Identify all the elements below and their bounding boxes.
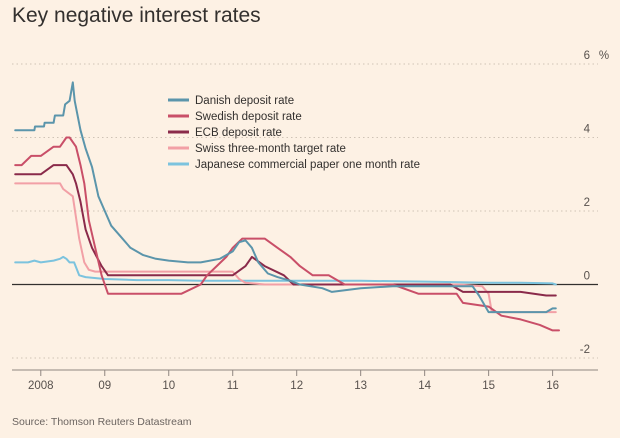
series-line-swedish	[14, 136, 560, 332]
x-tick-label: 2008	[28, 380, 54, 392]
legend-label-swiss: Swiss three-month target rate	[195, 143, 346, 155]
series-layer	[14, 81, 560, 332]
legend: Danish deposit rate Swedish deposit rate E…	[168, 95, 420, 171]
grid-layer	[12, 63, 598, 359]
source-note: Source: Thomson Reuters Datastream	[12, 416, 192, 428]
x-tick-label: 11	[227, 380, 239, 392]
legend-label-ecb: ECB deposit rate	[195, 127, 282, 139]
x-tick-label: 12	[290, 380, 303, 392]
legend-label-japanese: Japanese commercial paper one month rate	[195, 159, 420, 171]
y-tick-label: 6	[584, 50, 590, 62]
x-tick-label: 10	[162, 380, 175, 392]
x-tick-label: 16	[546, 380, 559, 392]
x-tick-label: 13	[354, 380, 367, 392]
y-tick-label: 4	[584, 124, 591, 136]
y-tick-label: 2	[584, 197, 590, 209]
x-tick-labels: 2008 09 10 11 12 13 14 15 16	[12, 369, 598, 392]
series-line-ecb	[14, 164, 557, 297]
x-tick-label: 14	[418, 380, 431, 392]
series-line-danish	[14, 81, 557, 314]
y-tick-labels: -2 0 2 4 6%	[580, 50, 609, 356]
series-line-japanese	[14, 255, 557, 286]
legend-label-danish: Danish deposit rate	[195, 95, 294, 107]
y-tick-label: 0	[584, 271, 590, 283]
y-tick-label: -2	[580, 344, 590, 356]
chart-title: Key negative interest rates	[12, 4, 261, 27]
x-tick-label: 15	[482, 380, 495, 392]
legend-label-swedish: Swedish deposit rate	[195, 111, 302, 123]
x-tick-label: 09	[98, 380, 111, 392]
y-unit-label: %	[599, 50, 609, 62]
